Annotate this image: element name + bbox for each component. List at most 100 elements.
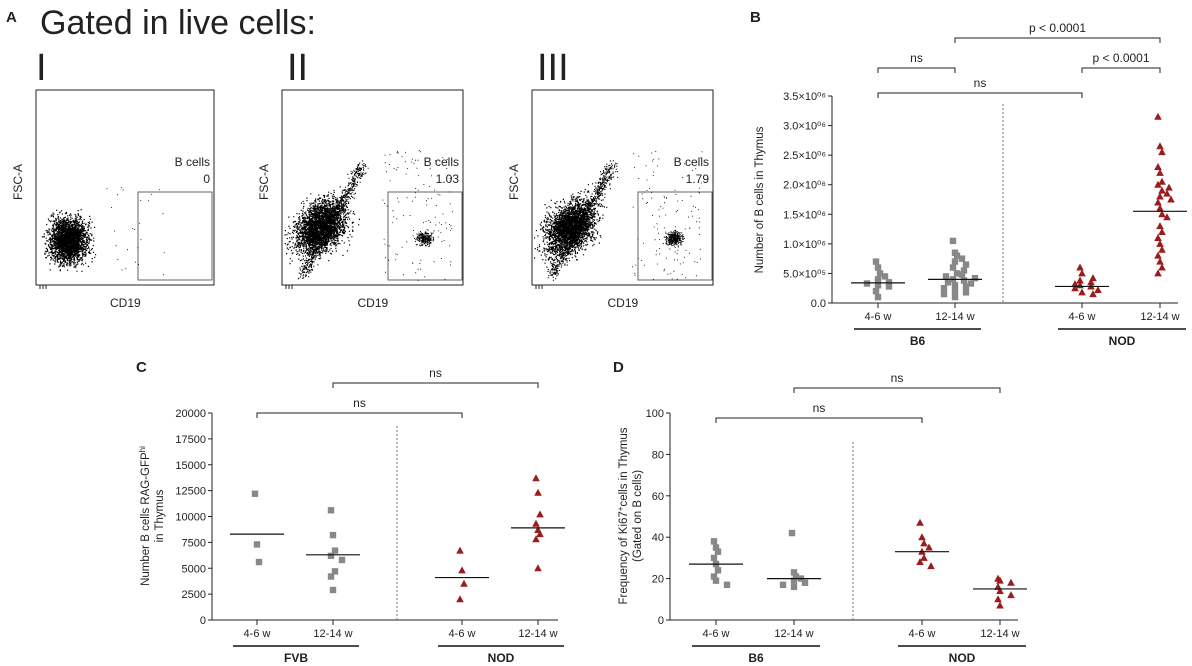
data-point (1154, 112, 1162, 120)
facs-plot-frame (35, 89, 215, 286)
data-point (927, 562, 935, 570)
group-label: B6 (910, 334, 926, 348)
data-point (1156, 142, 1164, 150)
data-point (1163, 213, 1171, 221)
x-tick-label: 4-6 w (909, 628, 936, 640)
y-tick-label: 0.0 (811, 298, 826, 310)
data-point (958, 271, 966, 278)
y-tick-label: 12500 (175, 486, 206, 498)
series-0 (851, 258, 905, 301)
data-point (532, 535, 540, 543)
data-point (874, 282, 882, 289)
y-axis-label: Frequency of Ki67+cells in Thymus(Gated … (616, 427, 645, 604)
y-tick-label: 20 (652, 574, 664, 586)
data-point (327, 507, 335, 514)
y-tick-label: 2.0×10⁰⁶ (783, 180, 826, 192)
significance-bracket (877, 92, 1083, 98)
data-point (536, 510, 544, 518)
data-point (872, 287, 880, 295)
data-point (1154, 269, 1162, 277)
group-label: NOD (1109, 334, 1136, 348)
facs-events (284, 150, 453, 281)
y-tick-label: 17500 (175, 434, 206, 446)
facs-plot-3: III FSC-A CD19 B cells 1.79 (507, 47, 714, 310)
data-point (331, 568, 339, 575)
x-tick-label: 4-6 w (1069, 311, 1096, 323)
data-point (916, 518, 924, 526)
x-tick-label: 12-14 w (518, 628, 557, 640)
y-axis-label-line2: (Gated on B cells) (632, 470, 644, 562)
data-point (712, 544, 720, 551)
series-3 (511, 474, 565, 572)
data-point (1089, 290, 1097, 298)
chart-d: D 0 20 40 60 80 100 4-6 w 12-14 w 4-6 w 12-14 w B6 N… (613, 359, 1027, 665)
gate-label: B cells (674, 155, 709, 169)
data-point (456, 546, 464, 554)
data-point (881, 273, 889, 280)
data-point (920, 553, 928, 561)
data-point (994, 595, 1002, 603)
data-point (962, 283, 970, 290)
data-point (951, 293, 959, 301)
series-2 (1055, 263, 1109, 298)
data-point (1158, 186, 1166, 194)
flow-cytometry-plots: I FSC-A CD19 B cells 0 II FSC-A CD19 B cells 1.03… (11, 47, 714, 310)
significance-bracket (332, 382, 539, 388)
data-point (942, 273, 950, 280)
facs-plot-roman: III (537, 47, 569, 89)
panel-a: A Gated in live cells: (6, 4, 316, 42)
data-point (1158, 228, 1166, 236)
data-point (958, 255, 966, 262)
significance-bracket (877, 67, 956, 73)
data-point (1154, 198, 1162, 206)
data-point (940, 290, 948, 298)
data-point (1007, 578, 1015, 586)
b-cell-gate (637, 191, 713, 281)
significance-label: ns (910, 51, 923, 65)
data-point (1094, 285, 1102, 293)
data-point (1156, 204, 1164, 212)
data-point (1156, 257, 1164, 265)
data-point (951, 258, 959, 265)
y-axis-label-text: Number B cells RAG-GFP (140, 452, 152, 586)
data-point (944, 279, 952, 286)
data-point (1158, 148, 1166, 156)
data-point (1158, 210, 1166, 218)
y-tick-label: 1.0×10⁰⁶ (783, 239, 826, 251)
data-point (1007, 591, 1015, 599)
data-point (1071, 280, 1079, 288)
data-point (792, 573, 800, 580)
y-tick-label: 20000 (175, 408, 206, 420)
data-point (971, 274, 979, 282)
y-axis-label-rest: cells in Thymus (618, 427, 630, 506)
significance-bracket (793, 387, 1001, 393)
b-cell-gate (387, 191, 463, 281)
y-tick-label: 2.5×10⁰⁶ (783, 150, 826, 162)
data-point (710, 573, 718, 580)
data-point (951, 282, 959, 289)
y-axis-label-text: Frequency of Ki67 (618, 511, 630, 604)
data-point (1154, 180, 1162, 188)
data-point (251, 490, 259, 497)
data-point (996, 601, 1004, 609)
y-tick-label: 10000 (175, 512, 206, 524)
y-tick-label: 80 (652, 449, 664, 461)
y-axis-label-line1: Frequency of Ki67+cells in Thymus (616, 427, 631, 604)
facs-plot-roman: II (287, 47, 308, 89)
data-point (940, 285, 948, 292)
data-point (532, 519, 540, 527)
y-axis-label-line1: Number B cells RAG-GFPhi (138, 446, 153, 586)
data-point (790, 583, 798, 591)
data-point (872, 258, 880, 265)
data-point (1071, 284, 1079, 292)
data-point (918, 533, 926, 541)
x-tick-label: 12-14 w (313, 628, 352, 640)
panel-letter-a: A (6, 9, 17, 26)
data-point (1076, 263, 1084, 271)
data-point (996, 587, 1004, 595)
significance-label: p < 0.0001 (1092, 51, 1149, 65)
chart-b: B 0.0 5.0×10⁰⁵ 1.0×10⁰⁶ 1.5×10⁰⁶ 2.0×10⁰⁶ 2.5×… (750, 9, 1187, 348)
data-point (458, 566, 466, 574)
data-point (920, 539, 928, 547)
data-point (710, 538, 718, 545)
